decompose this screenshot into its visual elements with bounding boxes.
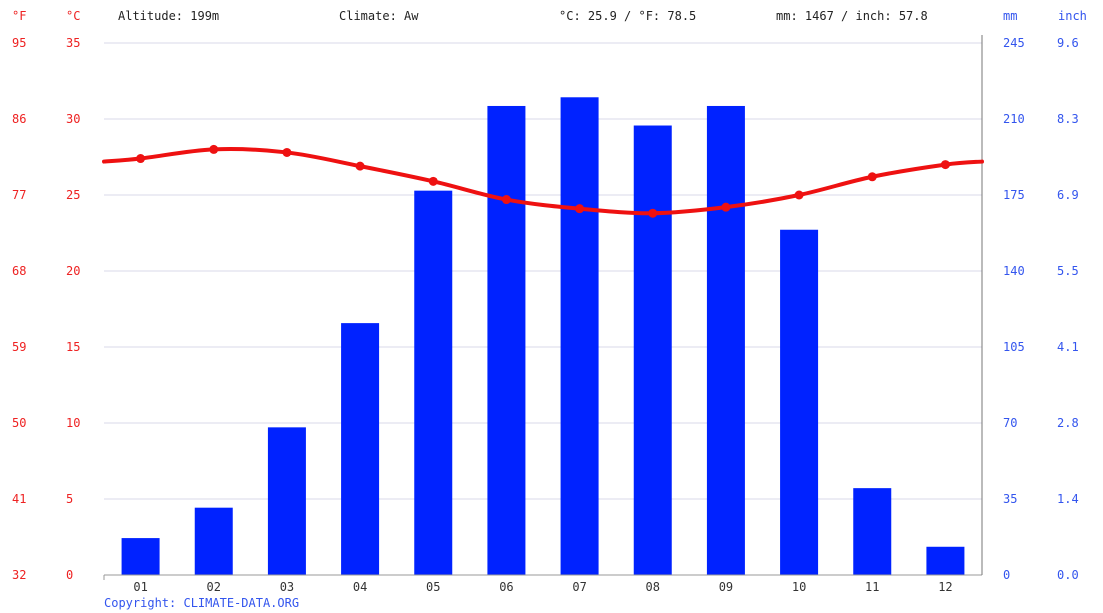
tick-label-month-10: 10 [792,580,806,594]
tick-label-f: 86 [12,112,26,126]
unit-inch-label: inch [1058,9,1087,23]
tick-label-inch: 5.5 [1057,264,1079,278]
tick-label-inch: 9.6 [1057,36,1079,50]
unit-c-label: °C [66,9,80,23]
copyright-text: Copyright: CLIMATE-DATA.ORG [104,596,300,610]
temperature-point-07 [575,204,585,214]
precipitation-bar-05 [414,190,453,575]
tick-label-inch: 0.0 [1057,568,1079,582]
precipitation-bar-09 [706,105,745,575]
tick-label-month-02: 02 [207,580,221,594]
tick-label-month-05: 05 [426,580,440,594]
temperature-point-08 [648,208,658,218]
tick-label-month-11: 11 [865,580,879,594]
axes [103,35,983,580]
tick-label-month-08: 08 [646,580,660,594]
tick-label-mm: 105 [1003,340,1025,354]
tick-label-month-06: 06 [499,580,513,594]
tick-label-mm: 175 [1003,188,1025,202]
precipitation-bar-10 [780,229,819,575]
tick-label-month-03: 03 [280,580,294,594]
tick-label-c: 5 [66,492,73,506]
temperature-point-05 [428,176,438,186]
tick-label-inch: 2.8 [1057,416,1079,430]
climate-chart-svg: °F °C Altitude: 199m Climate: Aw °C: 25.… [12,9,1087,594]
tick-label-month-01: 01 [133,580,147,594]
climate-label: Climate: Aw [339,9,419,23]
tick-label-f: 59 [12,340,26,354]
precipitation-bar-01 [121,538,160,575]
tick-label-f: 41 [12,492,26,506]
tick-label-f: 32 [12,568,26,582]
tick-label-f: 68 [12,264,26,278]
altitude-label: Altitude: 199m [118,9,219,23]
tick-label-month-04: 04 [353,580,367,594]
unit-f-label: °F [12,9,26,23]
temperature-point-12 [940,160,950,170]
tick-label-c: 0 [66,568,73,582]
tick-label-mm: 245 [1003,36,1025,50]
tick-label-c: 30 [66,112,80,126]
temperature-point-02 [209,144,219,154]
precipitation-bar-03 [267,427,306,575]
precipitation-bar-07 [560,97,599,576]
precipitation-bar-04 [341,323,380,575]
tick-label-c: 20 [66,264,80,278]
tick-label-mm: 140 [1003,264,1025,278]
tick-label-month-09: 09 [719,580,733,594]
tick-label-month-12: 12 [938,580,952,594]
tick-label-mm: 210 [1003,112,1025,126]
temperature-point-01 [136,154,146,164]
temperature-line [102,144,984,218]
temperature-point-09 [721,202,731,212]
tick-label-month-07: 07 [572,580,586,594]
tick-label-inch: 4.1 [1057,340,1079,354]
precipitation-bar-12 [926,546,965,575]
temp-avg-label: °C: 25.9 / °F: 78.5 [559,9,696,23]
temperature-point-04 [355,161,365,171]
tick-label-inch: 6.9 [1057,188,1079,202]
grid-lines [104,42,982,500]
tick-label-f: 95 [12,36,26,50]
precip-total-label: mm: 1467 / inch: 57.8 [776,9,928,23]
tick-label-mm: 0 [1003,568,1010,582]
tick-label-f: 50 [12,416,26,430]
precipitation-bar-11 [853,488,892,575]
temperature-point-10 [794,190,804,200]
temperature-point-11 [867,172,877,182]
tick-labels: 32 0 41 5 50 10 59 15 68 20 77 25 86 30 95 35 0 0.0 35 1.4 7… [12,36,1079,594]
tick-label-c: 25 [66,188,80,202]
precipitation-bars [121,97,965,576]
temperature-point-03 [282,147,292,157]
tick-label-inch: 8.3 [1057,112,1079,126]
tick-label-inch: 1.4 [1057,492,1079,506]
temperature-point-06 [501,195,511,205]
tick-label-mm: 35 [1003,492,1017,506]
precipitation-bar-02 [194,507,233,575]
precipitation-bar-06 [487,105,526,575]
tick-label-c: 35 [66,36,80,50]
unit-mm-label: mm [1003,9,1017,23]
tick-label-c: 15 [66,340,80,354]
tick-label-mm: 70 [1003,416,1017,430]
tick-label-c: 10 [66,416,80,430]
temperature-curve [102,147,984,216]
tick-label-f: 77 [12,188,26,202]
precipitation-bar-08 [633,125,672,575]
